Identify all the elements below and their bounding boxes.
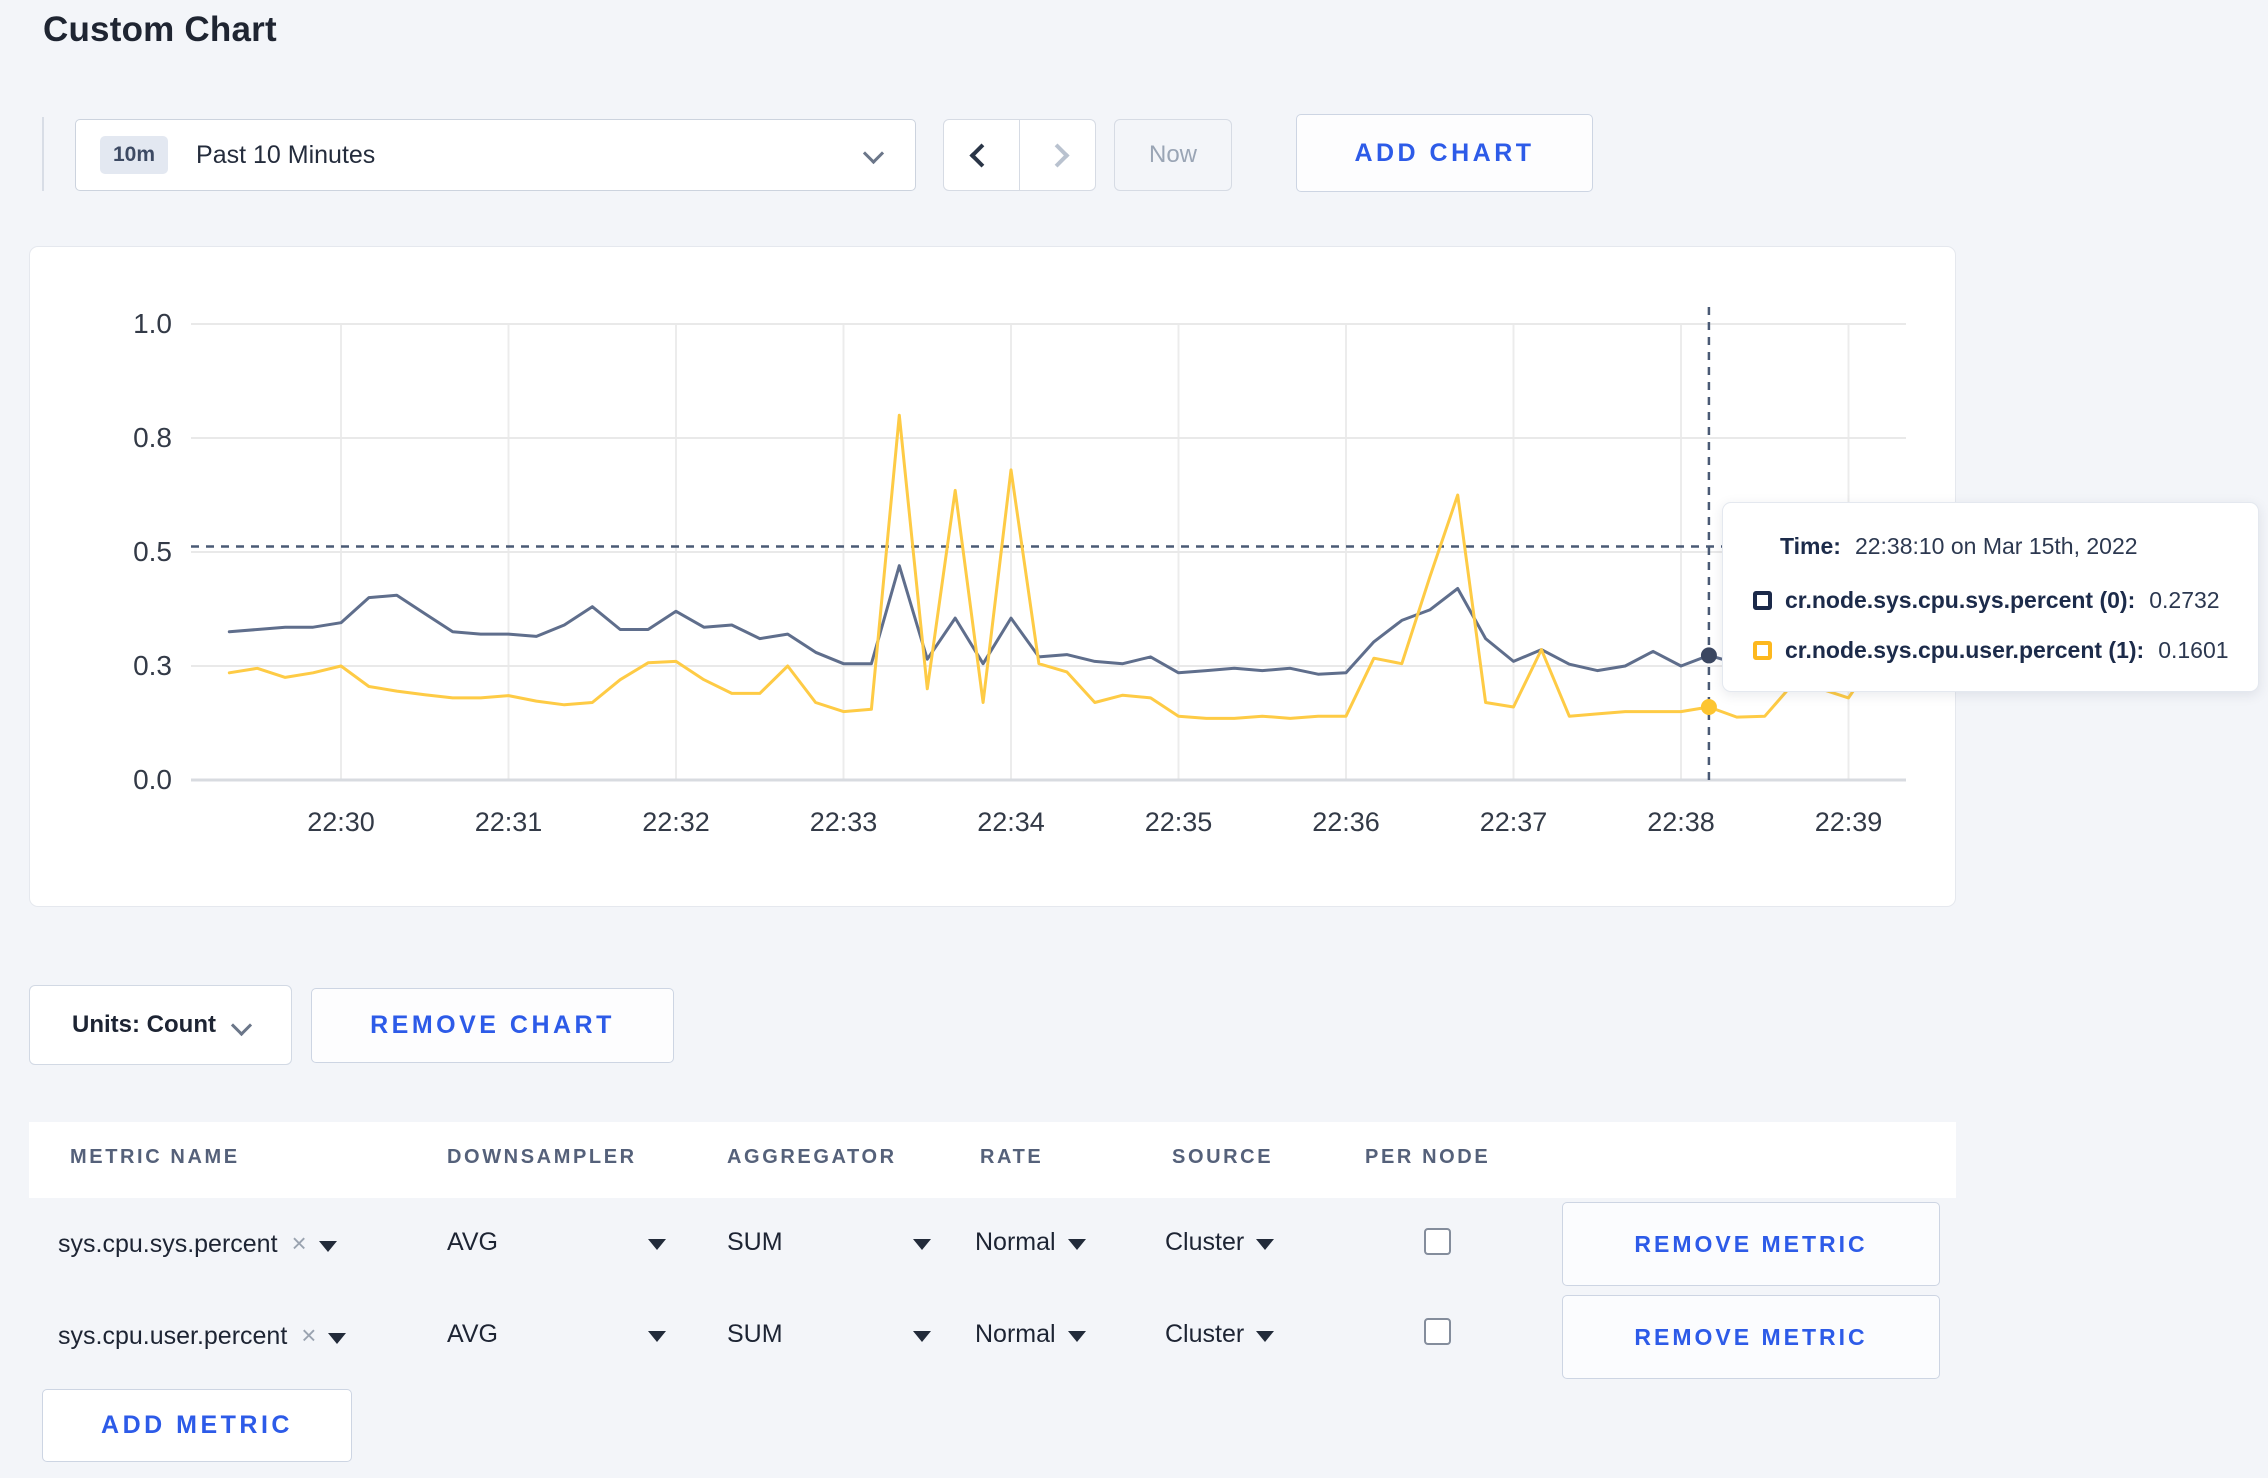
svg-text:22:39: 22:39	[1815, 807, 1883, 837]
per-node-checkbox[interactable]	[1424, 1228, 1451, 1255]
series-user-swatch-icon	[1753, 641, 1772, 660]
time-nav-arrows	[943, 119, 1096, 191]
aggregator-select[interactable]: SUM	[727, 1320, 931, 1349]
tooltip-series-label: cr.node.sys.cpu.sys.percent (0):	[1785, 587, 2136, 613]
tooltip-time-label: Time:	[1780, 533, 1841, 559]
svg-text:1.0: 1.0	[133, 308, 172, 339]
svg-text:22:33: 22:33	[810, 807, 878, 837]
remove-metric-button[interactable]: REMOVE METRIC	[1562, 1295, 1940, 1379]
caret-down-icon	[912, 1239, 931, 1250]
chevron-down-icon	[230, 1014, 253, 1036]
remove-chart-button[interactable]: REMOVE CHART	[311, 988, 674, 1063]
col-aggregator: AGGREGATOR	[727, 1146, 897, 1168]
rate-select[interactable]: Normal	[975, 1228, 1086, 1257]
svg-text:22:35: 22:35	[1145, 807, 1213, 837]
tooltip-time-value: 22:38:10 on Mar 15th, 2022	[1854, 533, 2138, 559]
caret-down-icon	[1067, 1331, 1086, 1342]
caret-down-icon	[647, 1331, 666, 1342]
chart-tooltip: Time: 22:38:10 on Mar 15th, 2022 cr.node…	[1722, 502, 2259, 692]
svg-text:22:36: 22:36	[1312, 807, 1380, 837]
caret-down-icon	[1256, 1239, 1275, 1250]
time-next-button[interactable]	[1020, 120, 1095, 190]
now-button[interactable]: Now	[1114, 119, 1232, 191]
col-per-node: PER NODE	[1365, 1146, 1491, 1168]
chevron-right-icon	[1045, 142, 1070, 168]
source-select[interactable]: Cluster	[1165, 1320, 1275, 1349]
caret-down-icon	[912, 1331, 931, 1342]
svg-text:22:34: 22:34	[977, 807, 1045, 837]
svg-text:0.8: 0.8	[133, 422, 172, 453]
col-rate: RATE	[980, 1146, 1044, 1168]
col-metric-name: METRIC NAME	[70, 1146, 240, 1168]
toolbar-divider	[42, 117, 44, 191]
rate-select[interactable]: Normal	[975, 1320, 1086, 1349]
svg-text:0.5: 0.5	[133, 536, 172, 567]
close-icon[interactable]: ×	[301, 1320, 317, 1350]
per-node-checkbox[interactable]	[1424, 1318, 1451, 1345]
caret-down-icon	[1067, 1239, 1086, 1250]
tooltip-series-label: cr.node.sys.cpu.user.percent (1):	[1785, 637, 2145, 663]
caret-down-icon[interactable]	[328, 1333, 347, 1344]
caret-down-icon[interactable]	[318, 1241, 337, 1252]
col-source: SOURCE	[1172, 1146, 1274, 1168]
svg-text:0.0: 0.0	[133, 764, 172, 795]
svg-text:22:38: 22:38	[1647, 807, 1715, 837]
page-title: Custom Chart	[43, 10, 277, 49]
remove-metric-button[interactable]: REMOVE METRIC	[1562, 1202, 1940, 1286]
timeseries-chart[interactable]: 22:30 22:31 22:32 22:33 22:34 22:35 22:36 22:37…	[30, 247, 1957, 908]
downsampler-select[interactable]: AVG	[447, 1228, 666, 1257]
time-prev-button[interactable]	[944, 120, 1020, 190]
add-chart-button[interactable]: ADD CHART	[1296, 114, 1593, 192]
metric-name-select[interactable]: sys.cpu.sys.percent ×	[58, 1228, 337, 1259]
metric-name-select[interactable]: sys.cpu.user.percent ×	[58, 1320, 347, 1351]
svg-text:0.3: 0.3	[133, 650, 172, 681]
tooltip-series-value: 0.2732	[2149, 587, 2220, 613]
time-range-label: Past 10 Minutes	[196, 140, 376, 169]
caret-down-icon	[1256, 1331, 1275, 1342]
units-dropdown[interactable]: Units: Count	[29, 985, 292, 1065]
add-metric-button[interactable]: ADD METRIC	[42, 1389, 352, 1462]
col-downsampler: DOWNSAMPLER	[447, 1146, 637, 1168]
source-select[interactable]: Cluster	[1165, 1228, 1275, 1257]
chevron-down-icon	[862, 142, 885, 165]
units-label: Units: Count	[72, 1011, 216, 1038]
svg-text:22:37: 22:37	[1480, 807, 1548, 837]
chevron-left-icon	[969, 142, 994, 168]
downsampler-select[interactable]: AVG	[447, 1320, 666, 1349]
caret-down-icon	[647, 1239, 666, 1250]
svg-text:22:32: 22:32	[642, 807, 710, 837]
chart-card: 22:30 22:31 22:32 22:33 22:34 22:35 22:36 22:37…	[29, 246, 1956, 907]
series-sys-swatch-icon	[1753, 591, 1772, 610]
svg-text:22:31: 22:31	[475, 807, 543, 837]
time-range-badge: 10m	[100, 136, 169, 174]
metrics-table-header: METRIC NAME DOWNSAMPLER AGGREGATOR RATE …	[29, 1122, 1956, 1198]
time-range-dropdown[interactable]: 10m Past 10 Minutes	[75, 119, 916, 191]
svg-text:22:30: 22:30	[307, 807, 375, 837]
close-icon[interactable]: ×	[291, 1228, 307, 1258]
aggregator-select[interactable]: SUM	[727, 1228, 931, 1257]
tooltip-series-value: 0.1601	[2158, 637, 2229, 663]
